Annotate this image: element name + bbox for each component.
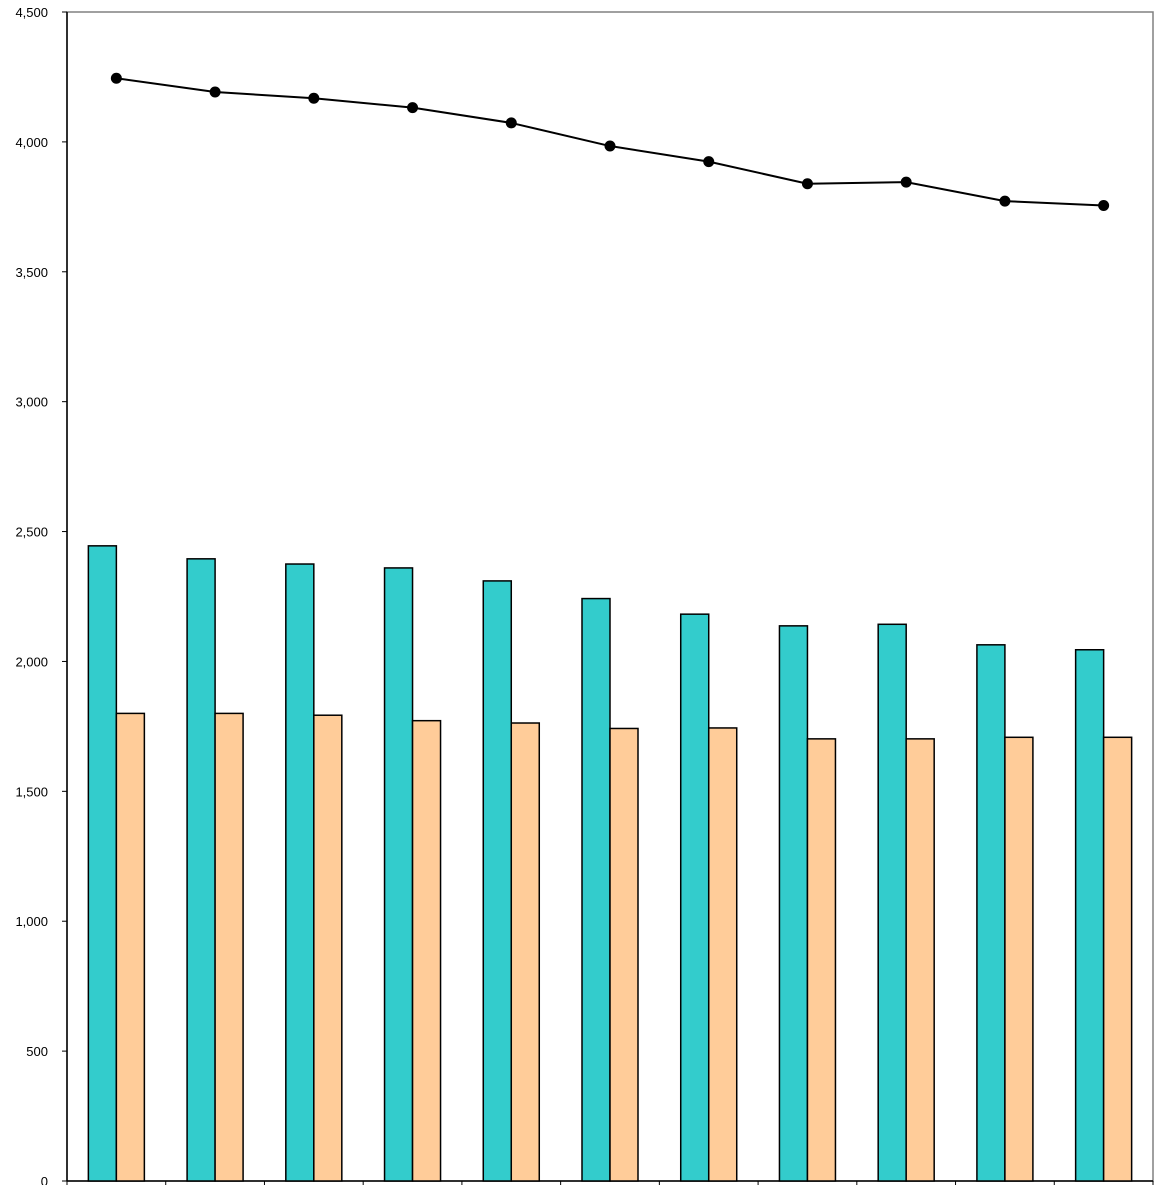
line-point	[407, 102, 419, 114]
bar-series-2	[510, 722, 541, 1182]
y-tick-label: 3,500	[15, 265, 48, 280]
line-point	[1098, 200, 1110, 212]
bar-series-1	[186, 558, 216, 1182]
line-point	[209, 86, 221, 98]
y-tick-label: 3,000	[15, 395, 48, 410]
bar-series-1	[383, 567, 414, 1182]
bar-series-1	[976, 644, 1006, 1182]
line-point	[999, 195, 1011, 207]
bar-series-2	[806, 738, 837, 1182]
line-point	[703, 156, 715, 168]
bar-series-2	[115, 712, 146, 1182]
bar-series-1	[1074, 649, 1105, 1182]
line-point	[900, 176, 912, 188]
y-tick-label: 2,500	[15, 525, 48, 540]
y-axis: 0 500 1,000 1,500 2,000 2,500 3,000 3,500 4,000 4…	[15, 5, 68, 1185]
y-tick-label: 0	[41, 1174, 48, 1185]
line-point	[604, 140, 616, 152]
bar-series-2	[1004, 736, 1034, 1182]
line-point	[308, 92, 320, 104]
bar-series-1	[877, 623, 907, 1182]
bar-series-1	[778, 625, 809, 1182]
y-tick-label: 4,500	[15, 5, 48, 20]
bar-series-1	[679, 613, 710, 1182]
y-tick-label: 1,000	[15, 914, 48, 929]
bar-series-2	[905, 738, 935, 1182]
y-tick-label: 2,000	[15, 654, 48, 669]
bar-series-2	[609, 727, 639, 1182]
bar-series-1	[87, 545, 118, 1182]
line-point	[110, 72, 122, 84]
bar-series-2	[411, 719, 442, 1182]
line-point	[801, 178, 813, 190]
total-line-series	[110, 72, 1110, 212]
y-tick-label: 1,500	[15, 784, 48, 799]
bar-series-2	[1102, 736, 1133, 1182]
bar-series-1	[482, 580, 513, 1182]
y-tick-label: 4,000	[15, 135, 48, 150]
bar-series-2	[214, 712, 244, 1182]
bars	[87, 545, 1133, 1182]
line-point	[505, 117, 517, 129]
bar-series-1	[581, 597, 611, 1182]
bar-series-2	[707, 727, 738, 1182]
y-tick-label: 500	[26, 1044, 48, 1059]
bar-series-2	[313, 714, 343, 1182]
bar-series-1	[285, 563, 315, 1182]
